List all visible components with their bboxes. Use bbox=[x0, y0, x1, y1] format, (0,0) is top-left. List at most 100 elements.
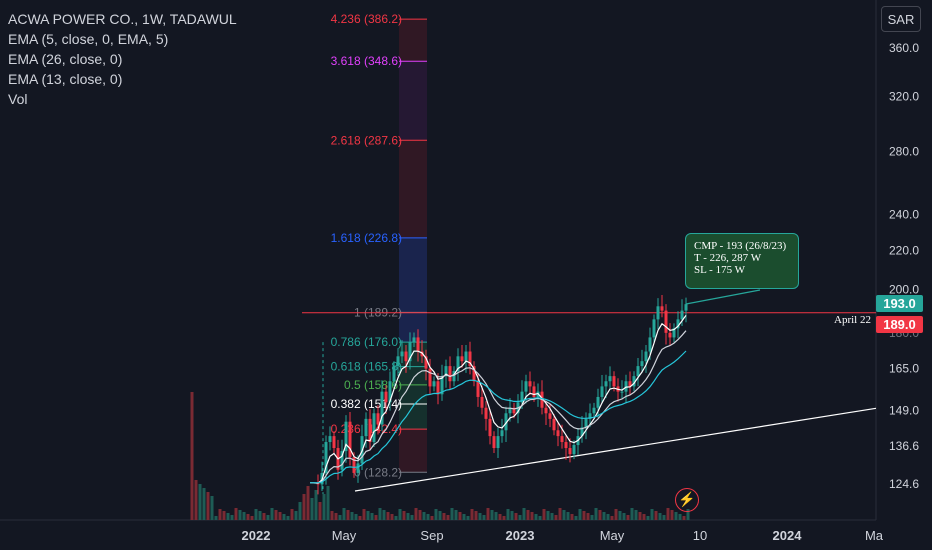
volume-bar bbox=[594, 508, 598, 520]
volume-bar bbox=[390, 514, 394, 520]
candle-body bbox=[528, 381, 532, 387]
volume-bar bbox=[522, 508, 526, 520]
candle-body bbox=[404, 351, 408, 362]
candle-body bbox=[544, 407, 548, 414]
volume-bar bbox=[462, 514, 466, 520]
candle-body bbox=[428, 368, 432, 387]
volume-bar bbox=[530, 512, 534, 520]
volume-bar bbox=[490, 510, 494, 520]
fibonacci-extension: 4.236 (386.2) 3.618 (348.6) 2.618 (287.6) 1… bbox=[322, 12, 427, 520]
volume-bar bbox=[346, 510, 350, 520]
candles bbox=[316, 294, 688, 495]
volume-bar bbox=[394, 516, 398, 520]
candle-body bbox=[332, 436, 336, 449]
candle-body bbox=[572, 445, 576, 455]
candle-body bbox=[512, 407, 516, 414]
candle-body bbox=[628, 381, 632, 387]
volume-bar bbox=[658, 513, 662, 520]
candle-body bbox=[584, 418, 588, 428]
volume-bar bbox=[686, 509, 690, 520]
volume-bar bbox=[250, 516, 254, 520]
candle-body bbox=[672, 328, 676, 338]
volume-legend[interactable]: Vol bbox=[8, 91, 28, 107]
candle-body bbox=[440, 376, 444, 395]
volume-bar bbox=[602, 512, 606, 520]
candle-body bbox=[424, 356, 428, 369]
candle-body bbox=[608, 376, 612, 382]
volume-bar bbox=[546, 511, 550, 520]
volume-bar bbox=[286, 516, 290, 520]
candle-body bbox=[588, 413, 592, 419]
candle-body bbox=[596, 396, 600, 408]
fib-band bbox=[399, 366, 427, 385]
volume-bar bbox=[194, 480, 198, 520]
candle-body bbox=[372, 413, 376, 443]
volume-bar bbox=[642, 514, 646, 520]
lightning-bolt-icon[interactable]: ⚡ bbox=[675, 488, 699, 512]
candle-body bbox=[388, 381, 392, 403]
volume-bar bbox=[334, 513, 338, 520]
trade-callout[interactable]: CMP - 193 (26/8/23) T - 226, 287 W SL - … bbox=[685, 233, 799, 289]
y-tick-label: 124.6 bbox=[889, 477, 919, 491]
volume-bar bbox=[362, 509, 366, 520]
volume-bar bbox=[614, 509, 618, 520]
volume-bar bbox=[262, 513, 266, 520]
volume-bar bbox=[342, 508, 346, 520]
volume-bar bbox=[258, 511, 262, 520]
volume-bar bbox=[610, 516, 614, 520]
candle-body bbox=[448, 366, 452, 382]
candle-body bbox=[392, 366, 396, 382]
volume-bar bbox=[538, 516, 542, 520]
candle-body bbox=[464, 351, 468, 362]
volume-bar bbox=[366, 511, 370, 520]
fib-band bbox=[399, 19, 427, 62]
volume-bar bbox=[574, 516, 578, 520]
ema5-legend[interactable]: EMA (5, close, 0, EMA, 5) bbox=[8, 31, 169, 47]
candle-body bbox=[592, 407, 596, 414]
volume-bar bbox=[242, 512, 246, 520]
volume-bar bbox=[682, 516, 686, 520]
candle-body bbox=[548, 413, 552, 419]
candle-body bbox=[632, 376, 636, 387]
volume-bar bbox=[226, 513, 230, 520]
volume-bar bbox=[534, 514, 538, 520]
symbol-title[interactable]: ACWA POWER CO., 1W, TADAWUL bbox=[8, 11, 237, 27]
ema26-legend[interactable]: EMA (26, close, 0) bbox=[8, 51, 123, 67]
candle-body bbox=[364, 418, 368, 437]
candle-body bbox=[480, 396, 484, 408]
volume-bar bbox=[566, 512, 570, 520]
volume-bar bbox=[482, 515, 486, 520]
y-tick-label: 240.0 bbox=[889, 208, 919, 222]
candle-body bbox=[452, 371, 456, 382]
volume-bar bbox=[378, 508, 382, 520]
candle-body bbox=[560, 436, 564, 443]
fib-level-label: 4.236 (386.2) bbox=[331, 12, 402, 26]
ema13-legend[interactable]: EMA (13, close, 0) bbox=[8, 71, 123, 87]
volume-bar bbox=[486, 508, 490, 520]
level-price-tag: 189.0 bbox=[876, 316, 923, 333]
candle-body bbox=[620, 391, 624, 393]
candle-body bbox=[564, 442, 568, 449]
candle-body bbox=[612, 376, 616, 387]
candle-body bbox=[556, 430, 560, 437]
volume-bar bbox=[606, 514, 610, 520]
candle-body bbox=[412, 337, 416, 343]
volume-bar bbox=[554, 515, 558, 520]
candle-body bbox=[648, 337, 652, 352]
candle-body bbox=[352, 457, 356, 473]
volume-bar bbox=[230, 515, 234, 520]
fib-level-label: 0 (128.2) bbox=[354, 465, 402, 479]
currency-button[interactable]: SAR bbox=[881, 6, 921, 32]
candle-body bbox=[500, 430, 504, 437]
candle-body bbox=[476, 381, 480, 397]
ascending-trendline bbox=[354, 407, 877, 492]
volume-bar bbox=[646, 516, 650, 520]
volume-bar bbox=[246, 514, 250, 520]
candle-body bbox=[368, 418, 372, 443]
candle-body bbox=[624, 381, 628, 392]
candle-body bbox=[396, 356, 400, 367]
x-tick-label: May bbox=[332, 528, 357, 543]
fib-level-label: 1.618 (226.8) bbox=[331, 231, 402, 245]
fib-level-label: 0.786 (176.0) bbox=[331, 335, 402, 349]
